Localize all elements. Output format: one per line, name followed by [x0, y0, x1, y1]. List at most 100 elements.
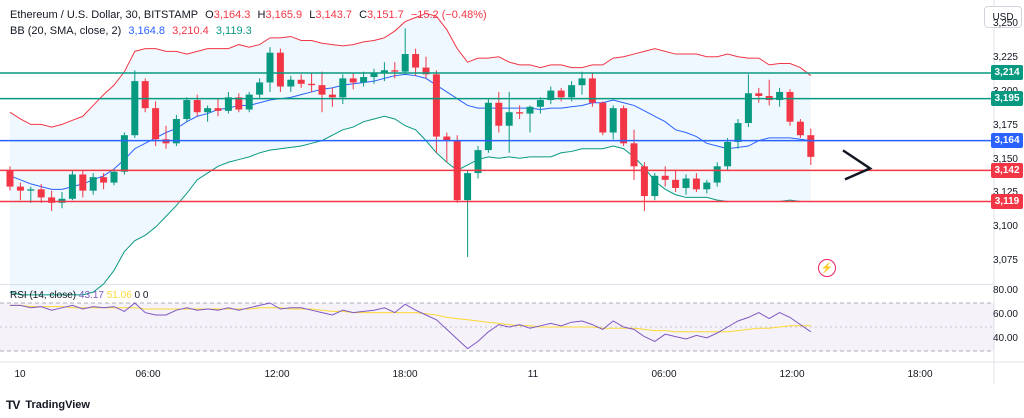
- candle-body: [651, 175, 659, 197]
- tradingview-name: TradingView: [25, 399, 90, 411]
- candle-body: [141, 81, 149, 109]
- candle-body: [692, 178, 700, 190]
- candle-body: [401, 54, 409, 72]
- time-tick-label: 11: [527, 369, 539, 380]
- rsi-band-fill: [0, 303, 994, 351]
- candle-body: [297, 79, 305, 84]
- candle-body: [110, 171, 118, 183]
- bb-upper-value: 3,210.4: [172, 25, 209, 37]
- time-tick-label: 06:00: [651, 369, 677, 380]
- candle-body: [349, 78, 357, 83]
- tradingview-branding[interactable]: TV TradingView: [6, 398, 90, 412]
- level-badge: 3,119: [991, 193, 1023, 209]
- candle-body: [16, 186, 24, 191]
- candle-body: [547, 90, 555, 101]
- candle-body: [755, 93, 763, 96]
- candle-body: [391, 70, 399, 72]
- time-tick-label: 18:00: [907, 369, 933, 380]
- candle-body: [6, 170, 14, 187]
- rsi-ma-line: [10, 304, 811, 333]
- rsi-value: 43.17: [78, 290, 104, 301]
- time-tick-label: 12:00: [264, 369, 290, 380]
- rsi-ma-value: 51.06: [106, 290, 132, 301]
- candle-body: [536, 100, 544, 107]
- rsi-tick-label: 40.00: [992, 333, 1018, 344]
- candle-body: [266, 52, 274, 83]
- candle-body: [776, 91, 784, 101]
- level-badge: 3,195: [991, 91, 1023, 107]
- candle-body: [256, 82, 264, 95]
- time-tick-label: 12:00: [779, 369, 805, 380]
- candle-body: [224, 97, 232, 111]
- bb-mid-line: [9, 73, 811, 190]
- bb-label: BB (20, SMA, close, 2): [10, 25, 122, 37]
- candle-body: [318, 85, 326, 95]
- candle-body: [620, 108, 628, 144]
- candle-body: [37, 189, 45, 198]
- candle-body: [380, 70, 388, 73]
- candle-body: [640, 166, 648, 197]
- bb-lower-value: 3,119.3: [215, 25, 252, 37]
- candle-body: [568, 85, 576, 98]
- candle-body: [360, 77, 368, 83]
- candle-body: [661, 175, 669, 180]
- candle-body: [786, 91, 794, 122]
- bb-lower-line: [9, 115, 811, 296]
- level-badge: 3,214: [991, 65, 1023, 81]
- candle-body: [474, 150, 482, 174]
- candle-body: [588, 78, 596, 103]
- bb-header[interactable]: BB (20, SMA, close, 2) 3,164.8 3,210.4 3…: [10, 25, 256, 37]
- lightning-icon[interactable]: ⚡: [818, 259, 836, 277]
- level-badge: 3,164: [991, 133, 1023, 149]
- candle-body: [100, 177, 108, 183]
- currency-button[interactable]: USD: [984, 6, 1022, 28]
- candle-body: [422, 67, 430, 75]
- close-value: C3,151.7: [359, 9, 404, 21]
- candle-body: [204, 108, 212, 113]
- rsi-tick-label: 80.00: [992, 285, 1018, 296]
- price-tick-label: 3,225: [992, 52, 1018, 64]
- arrow-annotation: [842, 149, 873, 181]
- candle-body: [172, 118, 180, 144]
- price-tick-label: 3,250: [992, 18, 1018, 30]
- candle-body: [48, 197, 56, 203]
- candle-body: [578, 78, 586, 86]
- price-tick-label: 3,100: [992, 221, 1018, 233]
- candle-body: [245, 94, 253, 110]
- candle-body: [713, 166, 721, 183]
- candle-body: [724, 141, 732, 167]
- rsi-header[interactable]: RSI (14, close) 43.17 51.06 0 0: [10, 290, 148, 301]
- candle-body: [526, 106, 534, 114]
- candle-body: [339, 78, 347, 98]
- rsi-tick-label: 60.00: [992, 309, 1018, 320]
- candle-body: [68, 174, 76, 199]
- low-value: L3,143.7: [309, 9, 353, 21]
- candle-body: [131, 81, 139, 136]
- candle-body: [796, 121, 804, 136]
- high-value: H3,165.9: [257, 9, 303, 21]
- candle-body: [432, 74, 440, 137]
- candle-body: [744, 93, 752, 124]
- price-tick-label: 3,125: [992, 187, 1018, 199]
- price-tick-label: 3,075: [992, 255, 1018, 266]
- candle-body: [214, 108, 222, 111]
- rsi-zero-1: 0: [134, 290, 141, 301]
- candle-body: [328, 94, 336, 98]
- candle-body: [79, 174, 87, 191]
- candle-body: [630, 143, 638, 167]
- change-value: −15.2 (−0.48%): [410, 9, 487, 21]
- candle-body: [672, 179, 680, 188]
- candle-body: [484, 102, 492, 151]
- open-value: O3,164.3: [205, 9, 251, 21]
- tradingview-logo-icon: TV: [6, 398, 20, 412]
- candle-body: [287, 79, 295, 87]
- candle-body: [495, 102, 503, 126]
- level-badge: 3,142: [991, 162, 1023, 178]
- candle-body: [516, 112, 524, 114]
- time-tick-label: 06:00: [135, 369, 161, 380]
- bb-upper-line: [9, 12, 812, 128]
- candle-body: [120, 135, 128, 172]
- candle-body: [703, 182, 711, 190]
- candle-body: [89, 177, 97, 191]
